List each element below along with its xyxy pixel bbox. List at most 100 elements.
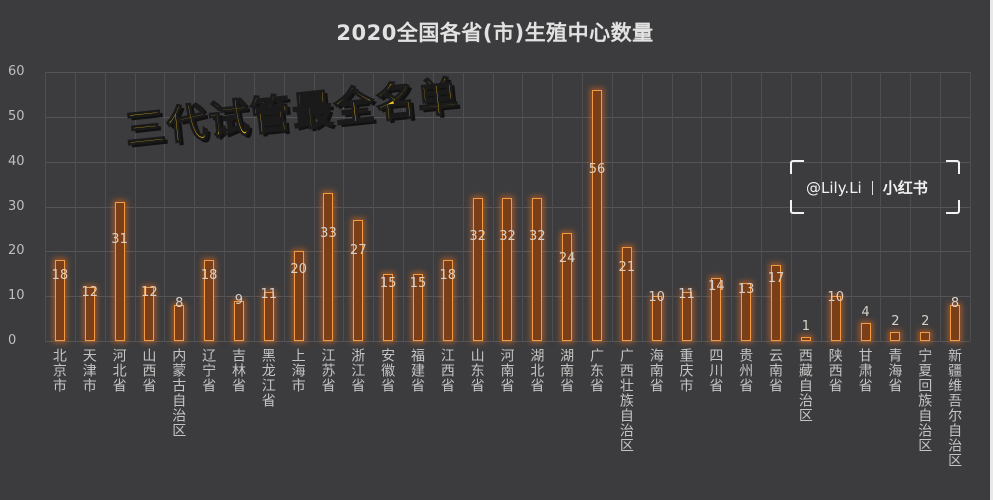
value-label: 11 (260, 287, 278, 303)
x-tick-label: 重庆市 (677, 348, 694, 393)
x-tick-label: 西藏自治区 (796, 348, 813, 423)
bar-group: 13 (731, 72, 761, 341)
value-label: 2 (921, 314, 930, 330)
value-label: 18 (439, 267, 457, 283)
value-label: 17 (767, 270, 785, 286)
bar (323, 193, 334, 341)
gridline (970, 72, 971, 341)
value-label: 12 (81, 284, 99, 300)
gridline (761, 72, 763, 341)
bar (532, 197, 543, 341)
bar-group: 10 (821, 72, 851, 341)
value-label: 2 (891, 314, 900, 330)
x-tick-label: 河南省 (498, 348, 515, 393)
bar (741, 282, 752, 341)
bar (830, 296, 841, 341)
value-label: 32 (469, 229, 486, 245)
bar-group: 56 (582, 72, 612, 341)
bar (472, 197, 483, 341)
bar-group: 32 (493, 72, 523, 341)
x-tick-label: 湖南省 (558, 348, 575, 393)
bar (681, 291, 692, 341)
value-label: 13 (737, 281, 755, 297)
bar (293, 251, 304, 341)
y-tick-label: 50 (8, 108, 25, 124)
gridline (45, 72, 970, 73)
x-tick-label: 内蒙古自治区 (170, 348, 187, 438)
gridline (492, 72, 494, 341)
gridline (701, 72, 703, 341)
gridline (45, 116, 970, 118)
value-label: 1 (801, 318, 810, 334)
bar-group: 20 (284, 72, 314, 341)
value-label: 21 (618, 259, 636, 275)
x-tick-label: 贵州省 (737, 348, 754, 393)
y-tick-label: 30 (8, 198, 25, 214)
value-label: 33 (320, 226, 337, 242)
bar (353, 219, 364, 341)
y-tick-label: 10 (8, 288, 25, 304)
value-label: 10 (648, 290, 665, 306)
bar (860, 323, 871, 341)
gridline (224, 72, 226, 341)
gridline (313, 72, 315, 341)
gridline (462, 72, 464, 341)
x-tick-label: 江西省 (438, 348, 455, 393)
bar-group: 2 (880, 72, 910, 341)
value-label: 20 (290, 262, 307, 278)
x-tick-label: 吉林省 (229, 348, 246, 393)
bar (592, 89, 602, 341)
value-label: 18 (200, 267, 218, 283)
value-label: 14 (708, 279, 725, 295)
gridline (343, 72, 345, 341)
bar-group: 32 (463, 72, 493, 341)
bar-group: 14 (701, 72, 731, 341)
x-tick-label: 甘肃省 (856, 348, 873, 393)
gridline (582, 72, 584, 341)
bar (800, 336, 811, 341)
x-tick-label: 河北省 (110, 348, 127, 393)
plot-area: 18 12 31 12 8 18 9 11 20 33 27 15 15 18 32 32 32 24 56 21 10… (45, 72, 971, 342)
gridline (910, 72, 912, 341)
x-tick-label: 广西壮族自治区 (617, 348, 634, 453)
corner-bracket-icon (946, 200, 960, 214)
bar-group: 18 (45, 72, 75, 341)
bar-group: 12 (135, 72, 165, 341)
value-label: 12 (141, 284, 158, 300)
x-tick-label: 云南省 (767, 348, 784, 393)
bar (651, 296, 662, 341)
bar (383, 273, 394, 341)
gridline (403, 72, 405, 341)
gridline (552, 72, 554, 341)
x-tick-label: 辽宁省 (200, 348, 217, 393)
value-label: 8 (950, 295, 960, 311)
value-label: 11 (678, 287, 695, 303)
x-tick-label: 山东省 (468, 348, 485, 393)
bar-group: 31 (105, 72, 135, 341)
bar-group: 17 (761, 72, 791, 341)
x-tick-label: 安徽省 (379, 348, 396, 393)
value-label: 24 (558, 251, 576, 267)
value-label: 32 (529, 229, 546, 245)
bar-group: 8 (164, 72, 194, 341)
bar (114, 202, 125, 341)
bar (890, 332, 901, 341)
gridline (45, 161, 970, 163)
bar (920, 332, 931, 341)
gridline (671, 72, 673, 341)
x-tick-label: 黑龙江省 (259, 348, 276, 408)
bar-group: 12 (75, 72, 105, 341)
gridline (74, 72, 76, 341)
value-label: 15 (409, 276, 427, 292)
value-label: 8 (175, 295, 184, 311)
bar-group: 11 (254, 72, 284, 341)
value-label: 32 (499, 229, 516, 245)
x-tick-label: 海南省 (647, 348, 664, 393)
gridline (104, 72, 106, 341)
gridline (134, 72, 136, 341)
x-tick-label: 陕西省 (826, 348, 843, 393)
x-tick-label: 北京市 (50, 348, 67, 393)
x-tick-label: 江苏省 (319, 348, 336, 393)
separator (871, 181, 873, 195)
